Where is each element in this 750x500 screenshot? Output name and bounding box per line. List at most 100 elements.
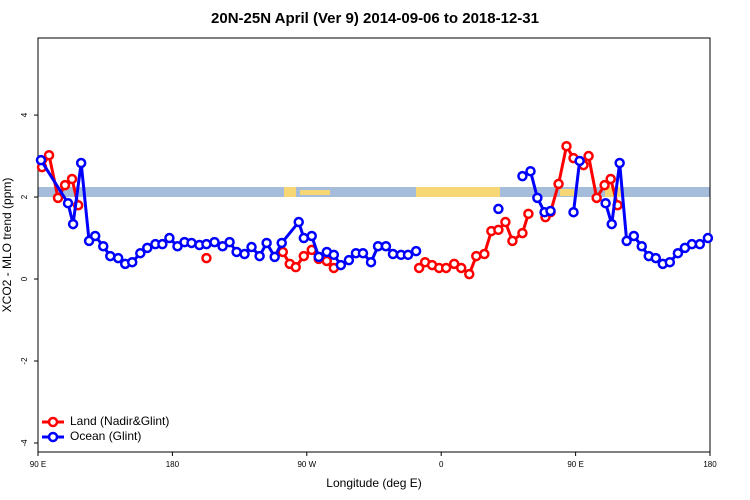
data-point	[493, 203, 504, 215]
data-point	[387, 248, 399, 260]
x-tick-label: 90 W	[297, 460, 316, 469]
data-point	[650, 252, 662, 264]
data-point	[293, 216, 304, 228]
x-axis-label: Longitude (deg E)	[326, 476, 421, 490]
data-point	[298, 250, 310, 262]
data-point	[261, 237, 272, 249]
data-point	[507, 235, 518, 247]
y-tick-label: -4	[20, 439, 29, 447]
data-point	[365, 256, 377, 268]
data-point	[98, 240, 109, 252]
data-point	[321, 255, 333, 267]
map-strip	[38, 187, 710, 197]
data-point	[493, 224, 504, 236]
data-point	[605, 173, 616, 185]
data-point	[357, 247, 369, 259]
data-point	[440, 262, 452, 274]
data-point	[517, 227, 528, 239]
data-point	[621, 235, 632, 247]
chart-title: 20N-25N April (Ver 9) 2014-09-06 to 2018…	[211, 10, 539, 27]
data-point	[583, 150, 594, 162]
data-point	[500, 216, 511, 228]
data-point	[553, 178, 564, 190]
data-point	[694, 238, 706, 250]
series-line	[572, 160, 582, 213]
x-tick-label: 180	[703, 460, 717, 469]
data-point	[574, 155, 585, 167]
legend-label: Ocean (Glint)	[70, 429, 141, 443]
y-axis-label: XCO2 - MLO trend (ppm)	[0, 178, 14, 313]
x-tick-label: 90 E	[30, 460, 46, 469]
data-point	[43, 149, 55, 161]
data-point	[343, 254, 355, 266]
data-point	[135, 247, 146, 259]
x-tick-label: 0	[439, 460, 444, 469]
x-tick-label: 180	[166, 460, 180, 469]
y-tick-label: 2	[20, 194, 29, 199]
data-point	[276, 237, 287, 249]
data-point	[636, 240, 648, 252]
legend-marker	[47, 431, 59, 443]
data-point	[67, 218, 79, 230]
data-point	[664, 256, 676, 268]
data-point	[201, 252, 212, 264]
data-point	[672, 247, 684, 259]
data-point	[254, 250, 265, 262]
legend: Land (Nadir&Glint)Ocean (Glint)	[42, 414, 169, 443]
legend-label: Land (Nadir&Glint)	[70, 414, 169, 428]
data-point	[591, 192, 602, 204]
data-point	[702, 232, 714, 244]
data-point	[479, 248, 490, 260]
data-point	[606, 218, 617, 230]
data-point	[52, 192, 64, 204]
data-point	[568, 206, 579, 218]
data-point	[455, 262, 467, 274]
data-point	[239, 248, 250, 260]
data-point	[525, 165, 536, 177]
data-point	[380, 240, 392, 252]
data-point	[142, 242, 153, 254]
data-point	[614, 157, 625, 169]
data-point	[126, 256, 138, 268]
data-point	[328, 249, 340, 261]
data-point	[306, 230, 317, 242]
data-point	[246, 241, 257, 253]
y-tick-label: 4	[20, 112, 29, 117]
data-point	[413, 262, 425, 274]
data-point	[628, 230, 640, 242]
data-point	[523, 208, 534, 220]
data-point	[313, 251, 324, 263]
data-point	[290, 261, 301, 273]
data-point	[209, 236, 220, 248]
series	[35, 154, 714, 271]
data-point	[599, 179, 610, 191]
data-point	[224, 236, 235, 248]
y-tick-label: -2	[20, 357, 29, 365]
data-point	[59, 179, 71, 191]
data-point	[402, 249, 414, 261]
data-point	[75, 157, 87, 169]
data-point	[410, 245, 422, 257]
data-point	[157, 238, 168, 250]
data-point	[66, 173, 78, 185]
data-point	[600, 197, 611, 209]
data-point	[89, 230, 101, 242]
data-point	[62, 197, 74, 209]
data-point	[335, 259, 347, 271]
data-point	[269, 251, 280, 263]
data-point	[545, 205, 556, 217]
data-point	[112, 252, 124, 264]
data-point	[532, 192, 543, 204]
data-point	[517, 170, 528, 182]
x-tick-label: 90 E	[567, 460, 583, 469]
data-point	[471, 250, 482, 262]
y-tick-label: 0	[20, 276, 29, 281]
legend-marker	[47, 416, 59, 428]
data-point	[464, 268, 475, 280]
plot-frame	[37, 37, 711, 453]
data-point	[164, 232, 175, 244]
data-point	[561, 140, 572, 152]
data-point	[35, 154, 47, 166]
data-point	[201, 238, 212, 250]
